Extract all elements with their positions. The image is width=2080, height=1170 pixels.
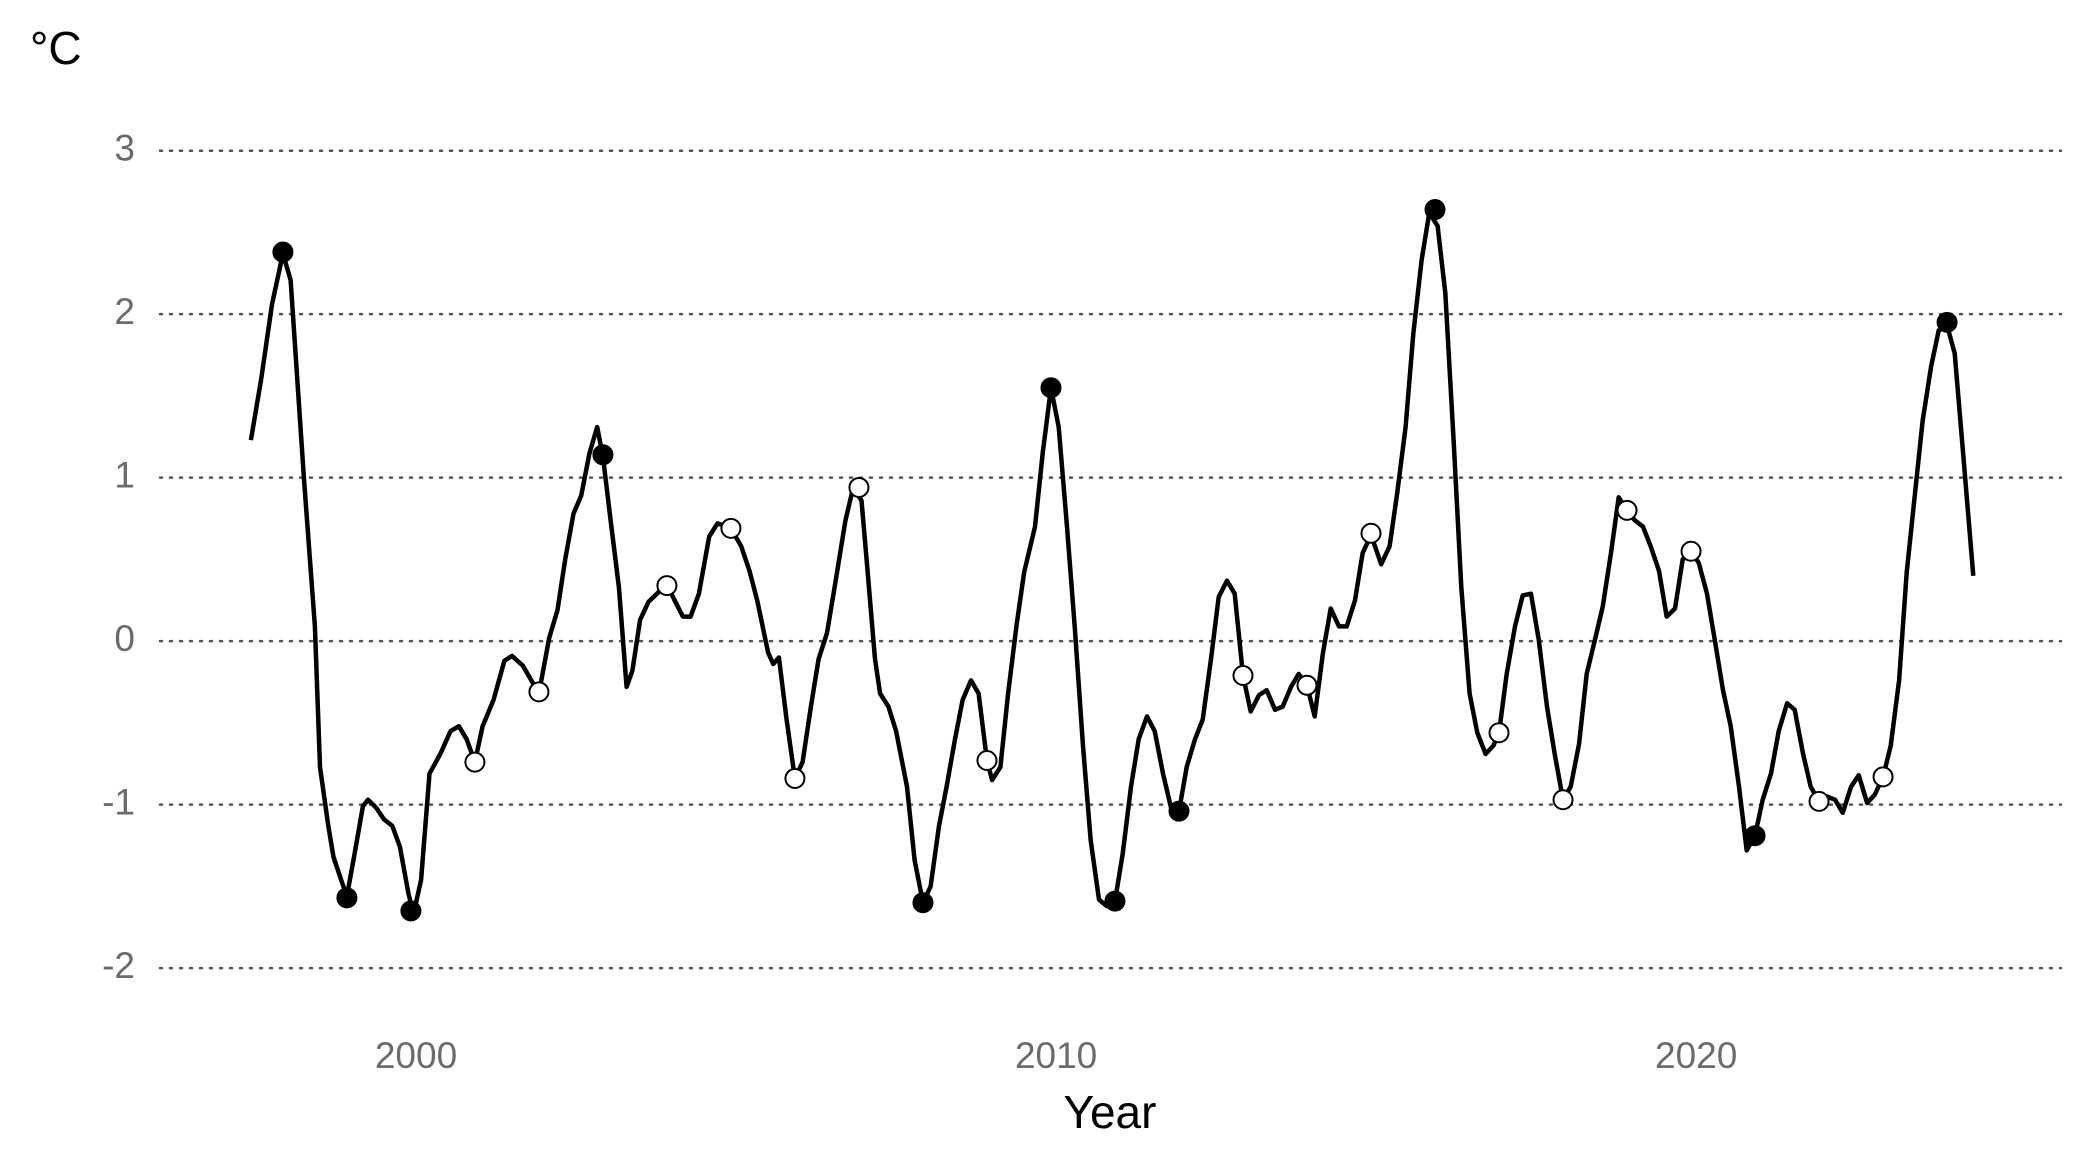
data-point: [1488, 722, 1510, 744]
data-point: [784, 767, 806, 789]
data-point: [912, 892, 934, 914]
data-point: [400, 900, 422, 922]
data-point: [656, 575, 678, 597]
data-point: [1936, 311, 1958, 333]
data-line: [248, 210, 1976, 917]
x-axis-title: Year: [1064, 1086, 1157, 1138]
data-point: [1168, 800, 1190, 822]
data-point: [1232, 664, 1254, 686]
data-point: [1360, 522, 1382, 544]
y-tick-label: 3: [114, 127, 135, 168]
data-point: [1104, 890, 1126, 912]
data-point: [1296, 674, 1318, 696]
data-point: [1424, 199, 1446, 221]
data-point: [976, 750, 998, 772]
data-point: [1744, 825, 1766, 847]
data-point: [528, 681, 550, 703]
data-point: [272, 241, 294, 263]
data-point: [1616, 499, 1638, 521]
y-tick-label: -2: [102, 945, 135, 986]
data-point: [336, 887, 358, 909]
data-point: [464, 751, 486, 773]
y-axis-title: °C: [30, 22, 82, 74]
data-point: [1040, 377, 1062, 399]
x-tick-label: 2000: [375, 1035, 457, 1076]
data-point: [1680, 540, 1702, 562]
x-tick-label: 2020: [1655, 1035, 1737, 1076]
y-tick-label: -1: [102, 781, 135, 822]
data-point: [720, 517, 742, 539]
x-tick-label: 2010: [1015, 1035, 1097, 1076]
y-tick-label: 1: [114, 454, 135, 495]
data-point: [1552, 789, 1574, 811]
data-point: [592, 444, 614, 466]
y-tick-label: 2: [114, 291, 135, 332]
data-point: [1872, 766, 1894, 788]
y-tick-label: 0: [114, 618, 135, 659]
data-point: [1808, 790, 1830, 812]
data-point: [848, 476, 870, 498]
